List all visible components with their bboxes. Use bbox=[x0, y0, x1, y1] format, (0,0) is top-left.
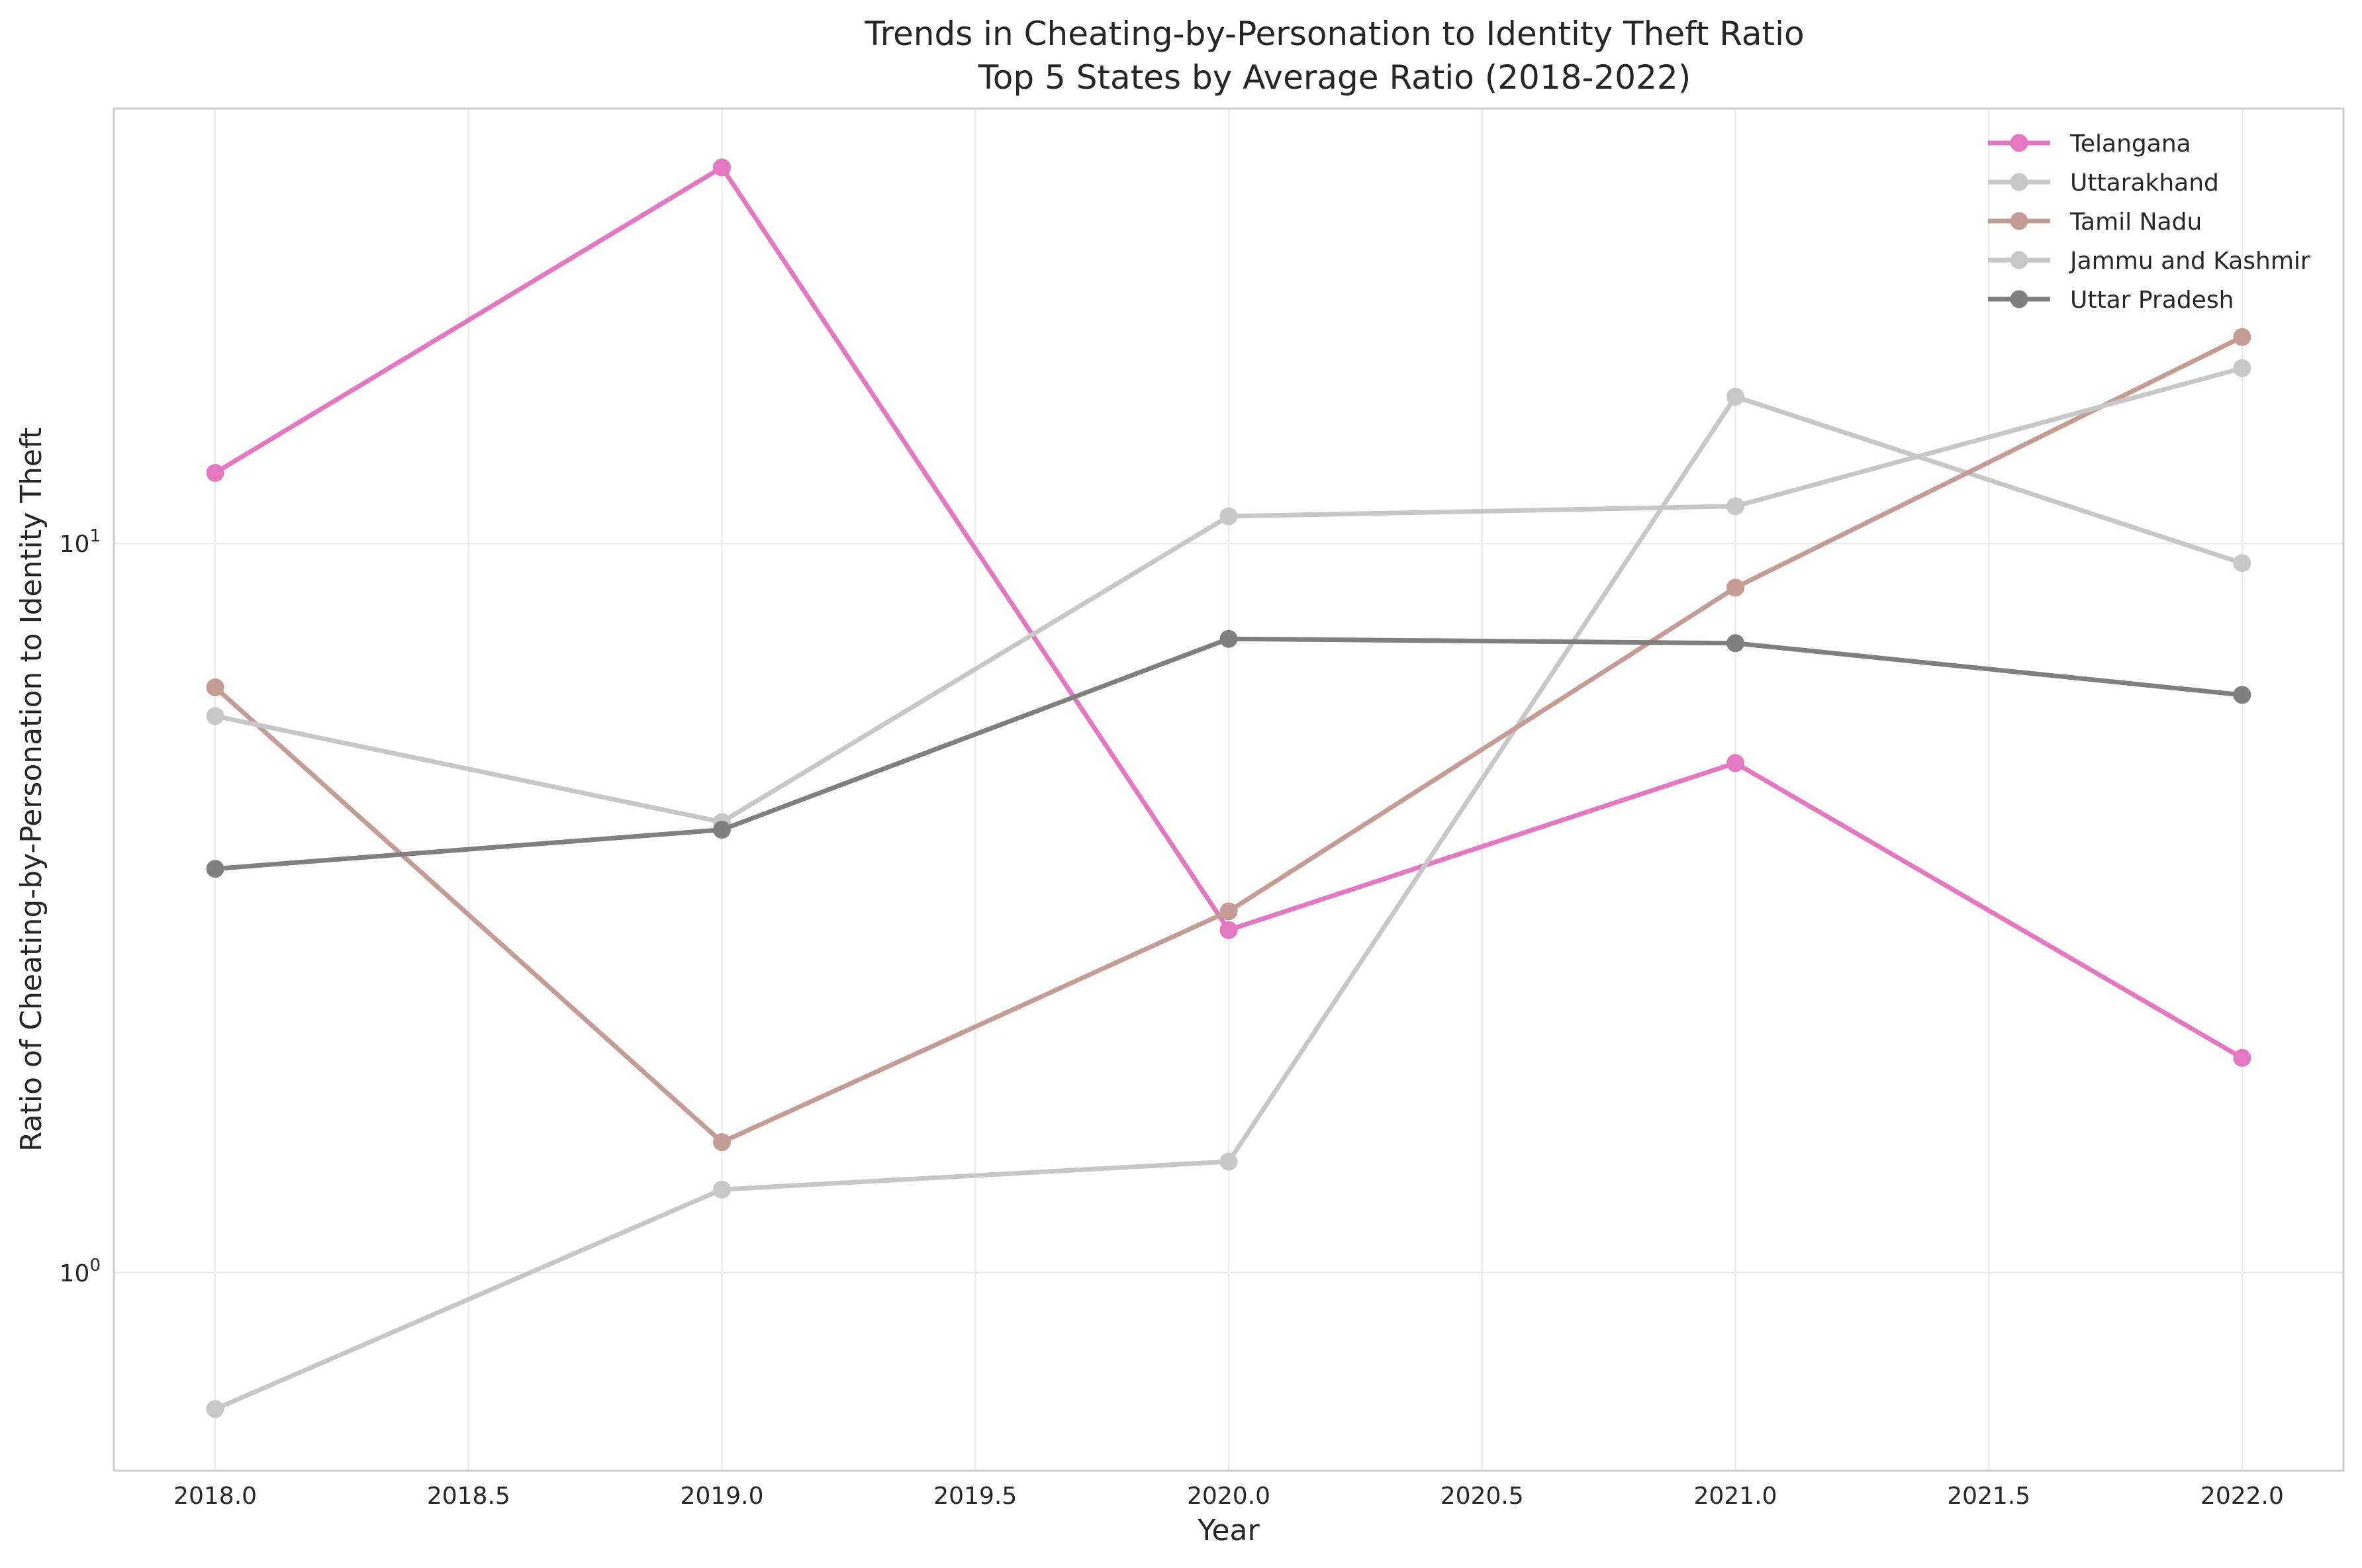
legend-item: Uttarakhand bbox=[1988, 169, 2219, 197]
legend-label: Uttarakhand bbox=[2070, 169, 2219, 197]
legend-marker bbox=[2010, 134, 2028, 152]
series-uttar-pradesh bbox=[206, 629, 2251, 878]
legend-item: Jammu and Kashmir bbox=[1988, 248, 2310, 275]
legend-label: Uttar Pradesh bbox=[2070, 287, 2234, 314]
x-tick-label: 2018.0 bbox=[173, 1483, 257, 1510]
series-tamil-nadu bbox=[206, 328, 2251, 1152]
data-point bbox=[2233, 686, 2251, 704]
data-point bbox=[2233, 554, 2251, 573]
x-tick-label: 2020.0 bbox=[1187, 1483, 1270, 1510]
data-point bbox=[1726, 578, 1744, 597]
grid-lines bbox=[114, 109, 2343, 1471]
data-point bbox=[2233, 359, 2251, 377]
data-point bbox=[2233, 328, 2251, 346]
data-point bbox=[1726, 497, 1744, 516]
data-point bbox=[1219, 507, 1238, 526]
x-tick-label: 2018.5 bbox=[427, 1483, 510, 1510]
data-point bbox=[713, 1180, 732, 1199]
data-point bbox=[713, 821, 732, 839]
x-tick-label: 2019.0 bbox=[681, 1483, 764, 1510]
x-tick-label: 2021.5 bbox=[1947, 1483, 2030, 1510]
legend: Telangana Uttarakhand Tamil Nadu Jammu and … bbox=[1988, 130, 2310, 314]
series-group bbox=[206, 158, 2251, 1418]
x-tick-label: 2019.5 bbox=[933, 1483, 1017, 1510]
y-tick-label: 101 bbox=[60, 526, 101, 558]
chart-subtitle: Top 5 States by Average Ratio (2018-2022… bbox=[978, 58, 1691, 97]
y-tick-label: 100 bbox=[60, 1256, 101, 1287]
data-point bbox=[1726, 634, 1744, 653]
y-tick-exponent: 0 bbox=[89, 1256, 101, 1275]
legend-marker bbox=[2010, 251, 2028, 269]
legend-item: Uttar Pradesh bbox=[1988, 287, 2234, 314]
y-axis-label: Ratio of Cheating-by-Personation to Iden… bbox=[15, 428, 48, 1152]
data-point bbox=[206, 678, 224, 696]
series-uttarakhand bbox=[206, 387, 2251, 1418]
data-point bbox=[713, 1133, 732, 1152]
plot-frame bbox=[113, 107, 2345, 1472]
legend-label: Telangana bbox=[2069, 130, 2191, 158]
x-tick-label: 2020.5 bbox=[1441, 1483, 1524, 1510]
data-point bbox=[206, 860, 224, 878]
data-point bbox=[2233, 1048, 2251, 1067]
x-axis-label: Year bbox=[1197, 1514, 1260, 1547]
legend-marker bbox=[2010, 212, 2028, 230]
y-tick-base: 10 bbox=[60, 1260, 90, 1287]
x-axis-ticks: 2018.0 2018.5 2019.0 2019.5 2020.0 2020.5 2021… bbox=[173, 1483, 2284, 1510]
x-tick-label: 2021.0 bbox=[1693, 1483, 1777, 1510]
legend-marker bbox=[2010, 173, 2028, 191]
data-point bbox=[1219, 902, 1238, 921]
data-point bbox=[206, 463, 224, 482]
legend-marker bbox=[2010, 290, 2028, 308]
data-point bbox=[713, 158, 732, 177]
data-point bbox=[1219, 629, 1238, 648]
chart-title: Trends in Cheating-by-Personation to Ide… bbox=[864, 15, 1804, 53]
legend-label: Jammu and Kashmir bbox=[2069, 248, 2310, 275]
y-tick-base: 10 bbox=[60, 531, 90, 558]
y-tick-exponent: 1 bbox=[89, 526, 101, 546]
data-point bbox=[206, 1400, 224, 1418]
legend-label: Tamil Nadu bbox=[2069, 208, 2202, 236]
data-point bbox=[1219, 921, 1238, 939]
data-point bbox=[206, 707, 224, 725]
x-tick-label: 2022.0 bbox=[2200, 1483, 2284, 1510]
series-telangana bbox=[206, 158, 2251, 1067]
legend-item: Telangana bbox=[1988, 130, 2191, 158]
data-point bbox=[1726, 754, 1744, 772]
data-point bbox=[1219, 1152, 1238, 1171]
legend-item: Tamil Nadu bbox=[1988, 208, 2202, 236]
data-point bbox=[1726, 387, 1744, 406]
